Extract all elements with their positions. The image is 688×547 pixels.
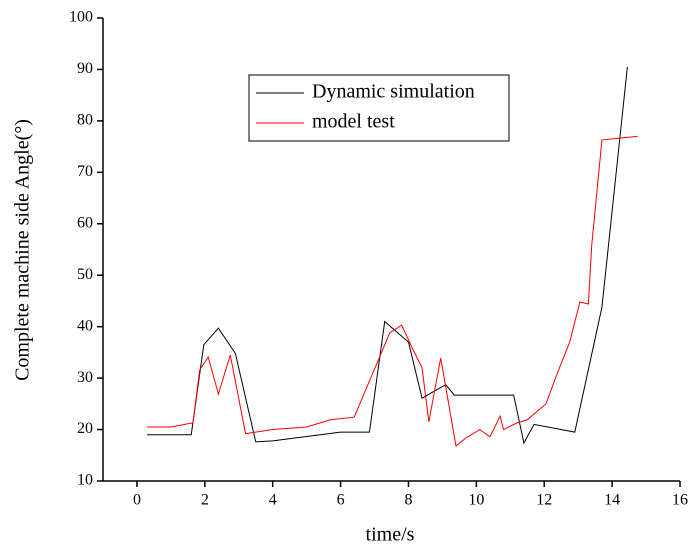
y-tick-label: 40	[77, 317, 93, 334]
x-tick-label: 8	[404, 492, 412, 509]
x-tick-label: 10	[468, 492, 484, 509]
legend-box	[248, 74, 510, 142]
y-tick-label: 20	[77, 420, 93, 437]
x-axis-title: time/s	[366, 524, 415, 546]
x-tick-label: 12	[536, 492, 552, 509]
x-tick-label: 2	[201, 492, 209, 509]
legend-label: Dynamic simulation	[312, 81, 475, 103]
x-tick-label: 16	[672, 492, 688, 509]
y-tick-label: 60	[77, 214, 93, 231]
x-tick-label: 0	[133, 492, 141, 509]
x-tick-label: 6	[337, 492, 345, 509]
y-tick-label: 70	[77, 163, 93, 180]
y-tick-label: 90	[77, 60, 93, 77]
y-axis-title: Complete machine side Angle(°)	[12, 119, 34, 381]
y-tick-label: 100	[69, 9, 93, 26]
series-line	[147, 66, 628, 445]
y-tick-label: 30	[77, 369, 93, 386]
y-tick-label: 50	[77, 266, 93, 283]
legend-label: model test	[312, 111, 395, 133]
y-tick-label: 80	[77, 112, 93, 129]
x-tick-label: 14	[604, 492, 620, 509]
x-tick-label: 4	[269, 492, 277, 509]
series-line	[147, 135, 638, 447]
y-tick-label: 10	[77, 472, 93, 489]
